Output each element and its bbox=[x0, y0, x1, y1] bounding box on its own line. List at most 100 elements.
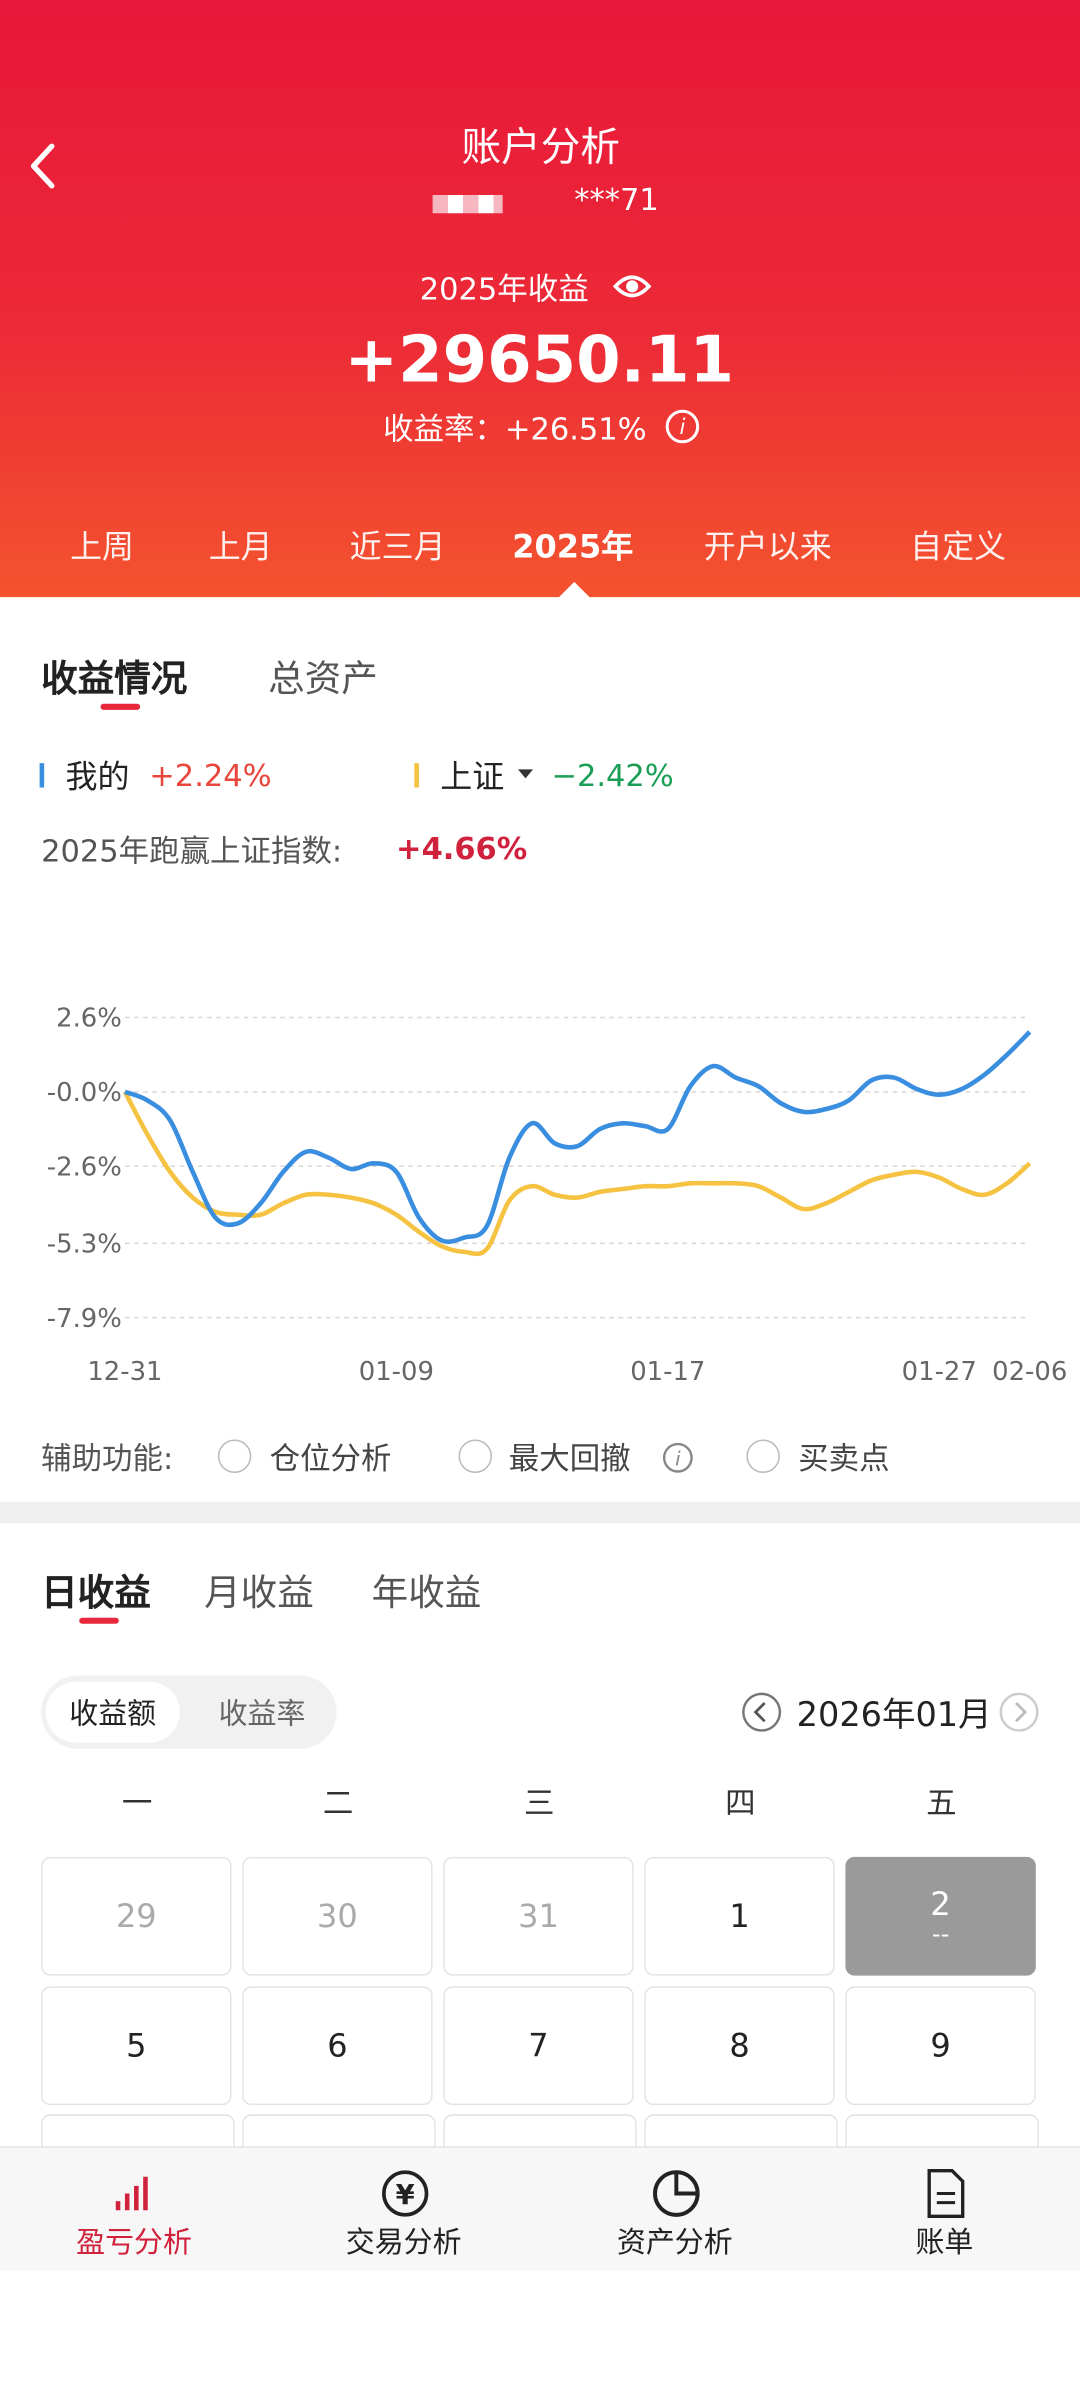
aux-option[interactable]: 最大回撤 bbox=[508, 1440, 631, 1477]
nav-icon[interactable] bbox=[650, 2168, 702, 2220]
calendar-day[interactable]: 6 bbox=[242, 1986, 433, 2106]
calendar-day[interactable]: 29 bbox=[41, 1856, 232, 1976]
day-number: 29 bbox=[115, 1897, 157, 1935]
nav-icon[interactable] bbox=[113, 2171, 156, 2214]
beat-label: 2025年跑赢上证指数: bbox=[41, 832, 343, 870]
profit-tab[interactable]: 日收益 bbox=[41, 1571, 151, 1614]
weekday: 四 bbox=[725, 1784, 756, 1822]
next-month[interactable] bbox=[998, 1691, 1041, 1734]
day-number: 2 bbox=[930, 1885, 951, 1923]
page-title: 账户分析 bbox=[461, 125, 620, 172]
year-label: 2025年收益 bbox=[419, 270, 589, 307]
profit-rate: 收益率：+26.51% bbox=[383, 410, 647, 448]
profit-amount: +29650.11 bbox=[344, 322, 735, 397]
aux-label: 辅助功能: bbox=[41, 1440, 174, 1477]
x-tick-label: 12-31 bbox=[87, 1357, 162, 1387]
account-number: ***71 bbox=[574, 181, 659, 218]
y-tick-label: -2.6% bbox=[47, 1152, 122, 1182]
info-icon[interactable]: i bbox=[661, 1441, 695, 1475]
x-tick-label: 01-09 bbox=[359, 1357, 434, 1387]
calendar-day[interactable]: 1 bbox=[644, 1856, 835, 1976]
day-number: 5 bbox=[126, 2027, 147, 2065]
day-number: 9 bbox=[930, 2027, 951, 2065]
period-tab[interactable]: 近三月 bbox=[349, 528, 446, 566]
back-button[interactable] bbox=[21, 140, 67, 192]
month-label: 2026年01月 bbox=[796, 1696, 992, 1736]
legend-swatch bbox=[39, 763, 45, 788]
weekday: 三 bbox=[524, 1784, 555, 1822]
tab-underline bbox=[79, 1617, 119, 1624]
day-number: 1 bbox=[729, 1897, 750, 1935]
profit-tab[interactable]: 月收益 bbox=[204, 1571, 314, 1614]
period-tab[interactable]: 2025年 bbox=[512, 528, 634, 566]
day-number: 8 bbox=[729, 2027, 750, 2065]
header bbox=[0, 0, 1080, 598]
calendar-day[interactable]: 8 bbox=[644, 1986, 835, 2106]
x-tick-label: 02-06 bbox=[992, 1357, 1067, 1387]
calendar-day[interactable]: 2 -- bbox=[845, 1856, 1036, 1976]
series-line bbox=[124, 1030, 1032, 1245]
calendar-day[interactable]: 9 bbox=[845, 1986, 1036, 2106]
svg-text:¥: ¥ bbox=[396, 2180, 415, 2211]
legend-swatch bbox=[414, 763, 419, 788]
nav-label[interactable]: 交易分析 bbox=[345, 2226, 462, 2260]
radio[interactable] bbox=[217, 1439, 252, 1474]
section-tab[interactable]: 总资产 bbox=[268, 657, 378, 700]
tab-underline bbox=[100, 703, 141, 710]
calendar-day[interactable]: 31 bbox=[443, 1856, 634, 1976]
chart: 2.6% -0.0% -2.6% -5.3% -7.9% 12-31 01-09 01-17 0… bbox=[47, 1004, 1068, 1387]
day-profit: -- bbox=[931, 1919, 950, 1949]
radio[interactable] bbox=[746, 1439, 780, 1474]
period-tab[interactable]: 开户以来 bbox=[703, 528, 832, 566]
separator bbox=[0, 1501, 1080, 1524]
legend-label: 我的 bbox=[65, 758, 130, 796]
nav-icon[interactable]: ¥ bbox=[379, 2168, 431, 2220]
weekday: 二 bbox=[322, 1784, 354, 1822]
calendar-day[interactable]: 7 bbox=[443, 1986, 634, 2106]
legend-label[interactable]: 上证 bbox=[440, 758, 505, 796]
eye-icon[interactable] bbox=[612, 270, 652, 304]
period-tab[interactable]: 自定义 bbox=[910, 528, 1007, 566]
day-number: 6 bbox=[327, 2027, 348, 2065]
series-line bbox=[122, 1090, 1032, 1257]
beat-value: +4.66% bbox=[396, 830, 528, 867]
y-tick-label: -0.0% bbox=[47, 1078, 122, 1108]
profit-tab[interactable]: 年收益 bbox=[371, 1571, 482, 1614]
masked-name bbox=[432, 194, 503, 214]
nav-icon[interactable] bbox=[925, 2168, 968, 2220]
legend-value: +2.24% bbox=[149, 757, 272, 794]
y-tick-label: 2.6% bbox=[56, 1004, 122, 1034]
toggle-active bbox=[45, 1681, 180, 1743]
y-tick-label: -7.9% bbox=[47, 1304, 122, 1334]
legend-value: −2.42% bbox=[551, 757, 674, 794]
nav-label[interactable]: 盈亏分析 bbox=[76, 2226, 192, 2260]
day-number: 7 bbox=[528, 2027, 549, 2065]
tab-indicator bbox=[557, 581, 592, 599]
info-icon[interactable]: i bbox=[664, 408, 701, 445]
x-tick-label: 01-17 bbox=[630, 1357, 705, 1387]
period-tab[interactable]: 上月 bbox=[208, 528, 273, 566]
weekday: 五 bbox=[926, 1784, 957, 1822]
day-number: 30 bbox=[317, 1897, 358, 1935]
section-tab[interactable]: 收益情况 bbox=[41, 657, 188, 700]
nav-label[interactable]: 资产分析 bbox=[616, 2226, 733, 2260]
prev-month[interactable] bbox=[740, 1691, 783, 1734]
calendar-day[interactable]: 5 bbox=[41, 1986, 232, 2106]
dropdown-arrow[interactable] bbox=[517, 769, 536, 781]
y-tick-label: -5.3% bbox=[47, 1229, 122, 1259]
toggle-option[interactable]: 收益率 bbox=[218, 1697, 306, 1732]
svg-text:i: i bbox=[675, 1447, 681, 1470]
weekday: 一 bbox=[121, 1784, 153, 1822]
nav-label[interactable]: 账单 bbox=[915, 2226, 974, 2260]
aux-option[interactable]: 仓位分析 bbox=[269, 1440, 392, 1477]
calendar-day[interactable]: 30 bbox=[242, 1856, 433, 1976]
radio[interactable] bbox=[458, 1439, 493, 1474]
day-number: 31 bbox=[518, 1897, 559, 1935]
toggle-option[interactable]: 收益额 bbox=[69, 1697, 157, 1732]
bottom-nav bbox=[0, 2146, 1080, 2272]
aux-option[interactable]: 买卖点 bbox=[798, 1440, 890, 1477]
svg-text:i: i bbox=[679, 415, 685, 440]
period-tab[interactable]: 上周 bbox=[70, 528, 135, 566]
